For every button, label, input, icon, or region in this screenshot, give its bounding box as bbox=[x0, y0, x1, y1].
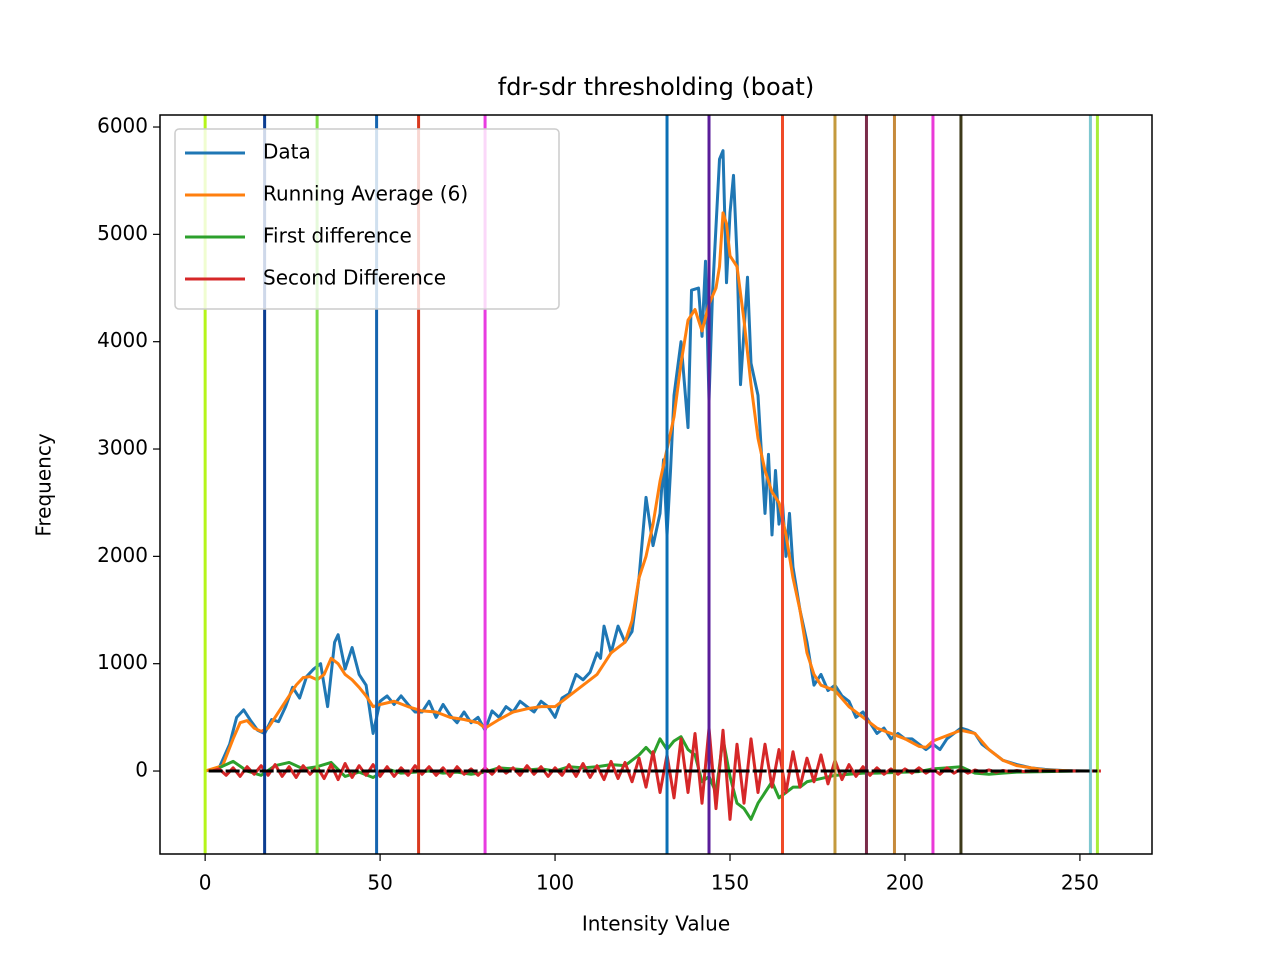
y-tick-label: 4000 bbox=[97, 328, 148, 352]
y-tick-label: 3000 bbox=[97, 436, 148, 460]
legend-label: Running Average (6) bbox=[263, 182, 468, 206]
plot-frame bbox=[159, 114, 1153, 855]
y-tick-label: 5000 bbox=[97, 221, 148, 245]
x-tick-label: 0 bbox=[199, 871, 212, 895]
chart-title: fdr-sdr thresholding (boat) bbox=[498, 73, 814, 101]
legend-box bbox=[174, 128, 560, 310]
x-axis-label: Intensity Value bbox=[582, 912, 730, 936]
x-tick-label: 200 bbox=[886, 871, 924, 895]
x-tick-label: 100 bbox=[536, 871, 574, 895]
y-tick-label: 0 bbox=[135, 758, 148, 782]
legend-label: Second Difference bbox=[263, 266, 446, 290]
x-tick-label: 150 bbox=[711, 871, 749, 895]
y-tick-label: 1000 bbox=[97, 650, 148, 674]
legend-label: First difference bbox=[263, 224, 412, 248]
legend-label: Data bbox=[263, 140, 311, 164]
y-tick-label: 2000 bbox=[97, 543, 148, 567]
y-axis-label: Frequency bbox=[32, 433, 56, 536]
x-tick-label: 50 bbox=[367, 871, 392, 895]
y-tick-label: 6000 bbox=[97, 114, 148, 138]
series-line bbox=[204, 211, 1098, 773]
x-tick-label: 250 bbox=[1061, 871, 1099, 895]
